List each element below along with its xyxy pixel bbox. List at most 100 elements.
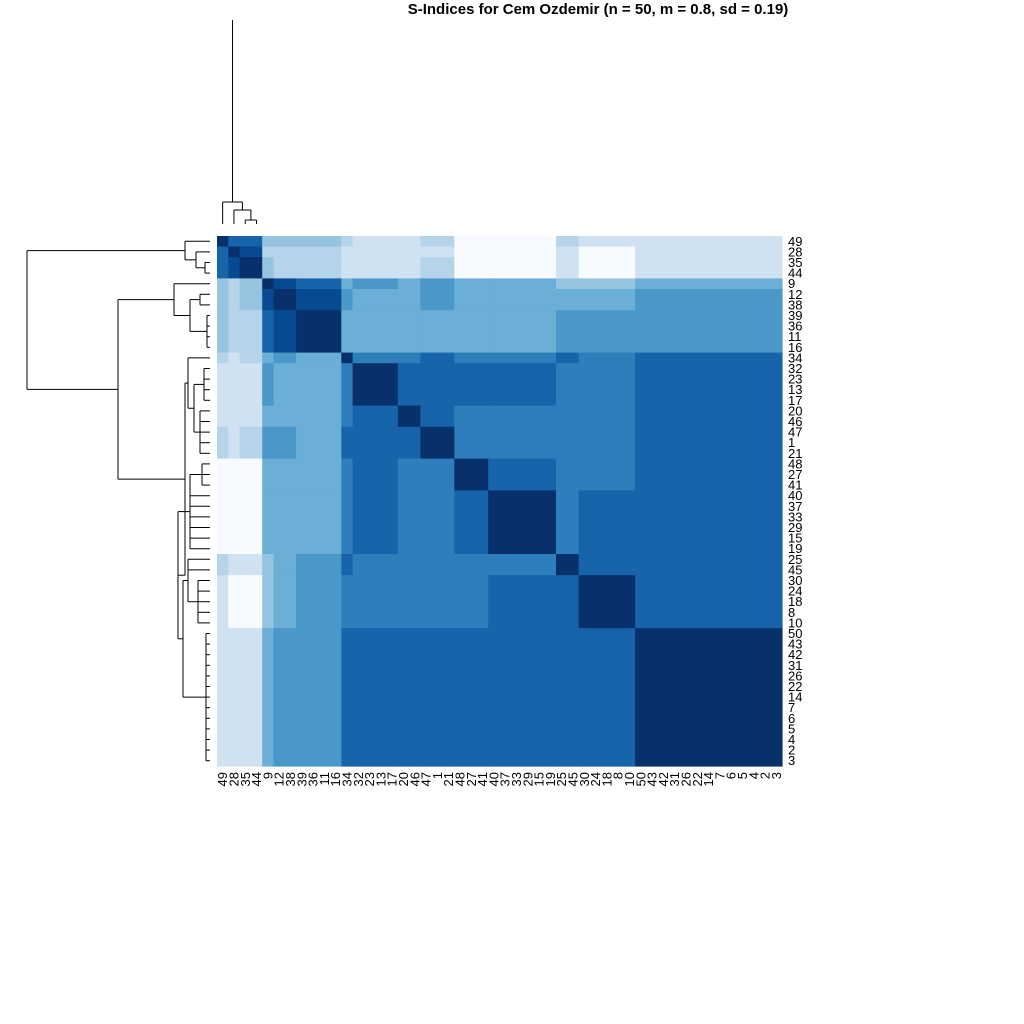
heatmap-cell-block (217, 246, 229, 258)
heatmap-cell-block (296, 246, 342, 258)
heatmap-cell-block (239, 310, 263, 354)
column-label: 43 (645, 772, 660, 786)
heatmap-cell-block (228, 490, 241, 555)
heatmap-cell-block (296, 352, 342, 364)
heatmap-cell-block (635, 363, 783, 407)
row-label: 28 (788, 244, 802, 259)
heatmap-cell-block (352, 352, 399, 364)
heatmap-cell-block (454, 278, 489, 290)
row-label: 29 (788, 520, 802, 535)
heatmap-cell-block (228, 289, 241, 311)
row-label: 48 (788, 456, 802, 471)
heatmap-cell-block (341, 458, 354, 491)
column-label: 39 (294, 772, 309, 786)
heatmap-cell-block (228, 278, 241, 290)
column-label: 32 (351, 772, 366, 786)
heatmap-cell-block (556, 575, 580, 629)
column-label: 29 (520, 772, 535, 786)
heatmap-cell-block (488, 289, 557, 311)
heatmap-cell-block (488, 458, 557, 491)
row-label: 8 (788, 605, 795, 620)
heatmap-cell-block (635, 289, 783, 311)
heatmap-cell-block (228, 310, 241, 354)
column-label: 30 (577, 772, 592, 786)
column-labels: 4928354491238393611163432231317204647121… (215, 772, 784, 786)
heatmap-cell-block (296, 426, 342, 460)
heatmap-cell-block (635, 458, 783, 491)
heatmap-cell-block (352, 628, 399, 767)
heatmap-cell-block (578, 628, 636, 767)
heatmap-cell-block (341, 628, 354, 767)
heatmap-cell-block (397, 554, 421, 576)
heatmap-cell-block (296, 458, 342, 491)
heatmap-cell-block (556, 289, 580, 311)
heatmap-cell-block (217, 278, 229, 290)
heatmap-cell-block (420, 405, 455, 428)
heatmap-cell-block (228, 246, 241, 258)
heatmap-cell-block (262, 405, 275, 428)
heatmap-cell-block (273, 490, 297, 555)
heatmap-cell-block (239, 236, 263, 248)
heatmap-cell-block (296, 490, 342, 555)
heatmap-cell-block (556, 236, 580, 248)
heatmap-cell-block (341, 554, 354, 576)
heatmap-cell-block (556, 458, 580, 491)
heatmap-cell-block (635, 352, 783, 364)
heatmap-cell-block (578, 310, 636, 354)
heatmap-cell-block (341, 236, 354, 248)
row-label: 19 (788, 541, 802, 556)
heatmap-cell-block (454, 575, 489, 629)
heatmap-cell-block (397, 363, 421, 407)
row-label: 33 (788, 509, 802, 524)
column-label: 7 (712, 772, 727, 779)
heatmap-cell-block (296, 289, 342, 311)
heatmap-cell-block (341, 352, 354, 364)
column-label: 13 (373, 772, 388, 786)
heatmap-cell-block (262, 257, 275, 279)
heatmap-cell-block (635, 490, 783, 555)
heatmap-cell-block (420, 426, 455, 460)
heatmap-cell-block (397, 628, 421, 767)
heatmap-cell-block (296, 257, 342, 279)
row-label: 3 (788, 753, 795, 768)
heatmap-cell-block (635, 554, 783, 576)
heatmap-cell-block (635, 575, 783, 629)
column-label: 5 (735, 772, 750, 779)
heatmap-cell-block (488, 554, 557, 576)
column-label: 36 (306, 772, 321, 786)
heatmap-cell-block (239, 458, 263, 491)
column-label: 25 (554, 772, 569, 786)
heatmap-cell-block (454, 363, 489, 407)
heatmap-cell-block (578, 458, 636, 491)
heatmap-cell-block (556, 490, 580, 555)
heatmap-cell-block (488, 426, 557, 460)
heatmap-cell-block (273, 554, 297, 576)
column-label: 20 (396, 772, 411, 786)
heatmap-cell-block (262, 490, 275, 555)
heatmap-cell-block (296, 575, 342, 629)
column-label: 23 (362, 772, 377, 786)
heatmap-cell-block (228, 257, 241, 279)
heatmap-cell-block (217, 310, 229, 354)
column-label: 12 (272, 772, 287, 786)
heatmap-cell-block (352, 236, 399, 248)
row-label: 21 (788, 446, 802, 461)
column-label: 38 (283, 772, 298, 786)
row-label: 45 (788, 562, 802, 577)
heatmap-cell-block (228, 554, 241, 576)
row-label: 25 (788, 552, 802, 567)
heatmap-cell-block (397, 575, 421, 629)
heatmap-cell-block (397, 289, 421, 311)
row-label: 40 (788, 488, 802, 503)
heatmap-cell-block (239, 554, 263, 576)
row-label: 47 (788, 425, 802, 440)
heatmap-cell-block (262, 246, 275, 258)
heatmap-cell-block (420, 246, 455, 258)
heatmap-cell-block (228, 236, 241, 248)
heatmap-cell-block (352, 289, 399, 311)
heatmap-cell-block (217, 363, 229, 407)
heatmap-cell-block (239, 628, 263, 767)
row-label: 44 (788, 266, 802, 281)
row-label: 30 (788, 573, 802, 588)
